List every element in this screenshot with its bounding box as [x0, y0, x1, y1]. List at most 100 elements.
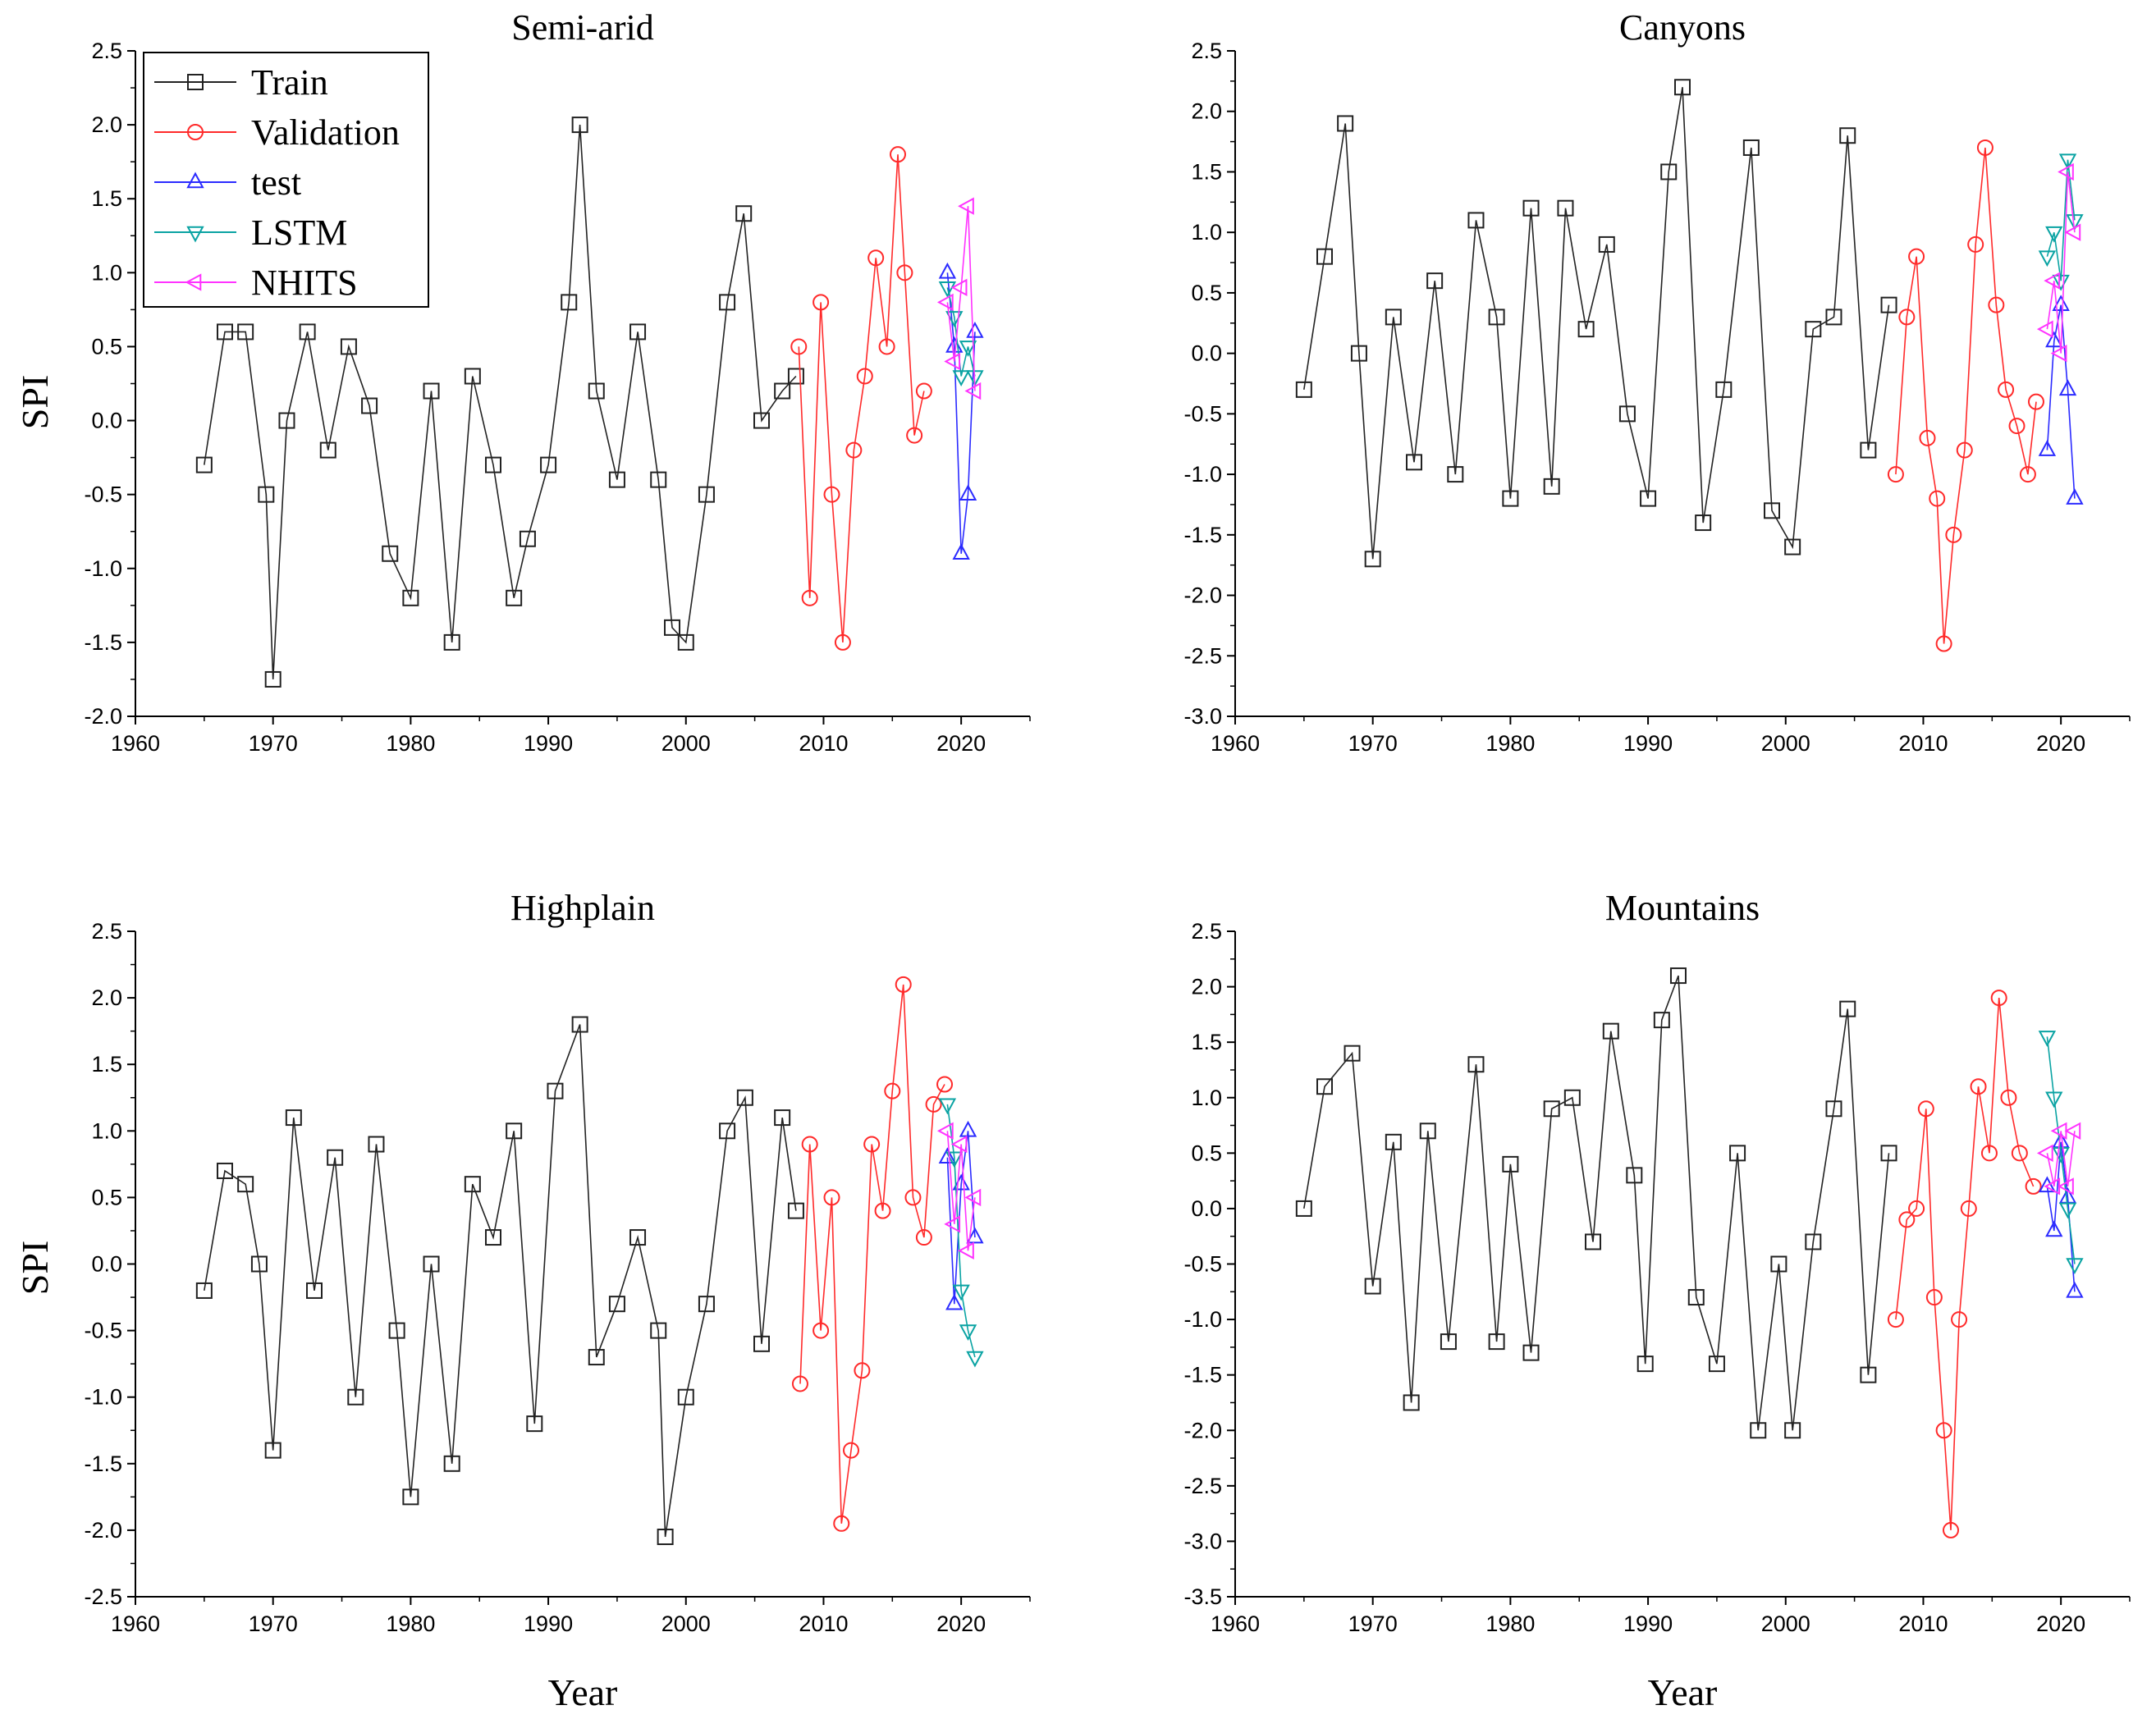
data-point-train: [1343, 1045, 1361, 1062]
data-point-train: [698, 486, 715, 503]
data-point-train: [540, 456, 557, 473]
x-tick-label: 2000: [661, 1612, 711, 1636]
data-point-train: [1522, 199, 1540, 217]
data-point-train: [423, 382, 440, 400]
data-point-train: [1502, 490, 1519, 507]
data-point-train: [1502, 1155, 1519, 1173]
y-tick-label: 0.0: [91, 409, 122, 433]
data-point-lstm: [2045, 1091, 2063, 1109]
data-point-validation: [1998, 381, 2015, 398]
y-tick-label: -3.5: [1183, 1584, 1222, 1609]
data-point-validation: [878, 338, 895, 355]
data-point-test: [2066, 1281, 2084, 1298]
data-point-train: [464, 368, 481, 385]
data-point-train: [664, 619, 680, 636]
xlabel-left: Year: [548, 1671, 618, 1713]
data-point-train: [1640, 490, 1657, 507]
x-tick-label: 2000: [1761, 731, 1810, 756]
data-point-train: [402, 589, 419, 606]
y-tick-label: -0.5: [84, 1319, 122, 1343]
data-point-validation: [1990, 990, 2007, 1007]
data-point-train: [519, 530, 536, 547]
data-point-validation: [2025, 1177, 2042, 1195]
series-line-lstm: [946, 1104, 976, 1358]
data-point-validation: [1898, 309, 1916, 326]
series-lstm: [2038, 153, 2084, 291]
data-point-train: [571, 1016, 588, 1033]
data-point-train: [1488, 1333, 1505, 1351]
x-tick-label: 1970: [249, 731, 298, 756]
y-tick-label: -1.5: [1183, 523, 1222, 547]
data-point-lstm: [2038, 1031, 2057, 1047]
data-point-train: [774, 382, 791, 400]
x-tick-label: 1990: [1623, 1612, 1673, 1636]
data-point-test: [2052, 295, 2070, 311]
data-point-validation: [1919, 429, 1936, 446]
data-point-lstm: [2052, 1147, 2070, 1164]
y-tick-label: 0.0: [91, 1252, 122, 1277]
data-point-validation: [863, 1136, 881, 1153]
data-point-train: [1839, 1000, 1856, 1017]
data-point-train: [608, 1296, 625, 1313]
data-point-train: [719, 294, 736, 311]
data-point-validation: [2019, 466, 2036, 483]
data-point-validation: [1960, 1200, 1977, 1217]
y-tick-label: -1.0: [1183, 1307, 1222, 1332]
data-point-test: [959, 1120, 977, 1137]
data-point-train: [299, 323, 316, 341]
data-point-train: [361, 397, 378, 414]
data-point-train: [485, 1229, 501, 1246]
data-point-lstm: [2058, 153, 2077, 171]
data-point-train: [1364, 551, 1381, 568]
series-line-lstm: [2046, 159, 2076, 281]
data-point-validation: [915, 382, 932, 400]
data-point-train: [1419, 1122, 1436, 1140]
data-point-train: [368, 1136, 385, 1153]
data-point-train: [698, 1296, 715, 1313]
x-tick-label: 2010: [1898, 731, 1948, 756]
series-lstm: [2038, 1031, 2084, 1274]
data-point-validation: [1976, 139, 1993, 156]
y-tick-label: 2.0: [91, 112, 122, 137]
data-point-train: [319, 441, 336, 459]
data-point-train: [195, 1282, 213, 1299]
y-tick-label: -0.5: [84, 482, 122, 507]
data-point-validation: [915, 1229, 932, 1246]
data-point-nhits: [944, 1215, 961, 1233]
data-point-train: [1618, 405, 1636, 423]
series-train: [1295, 967, 1897, 1439]
x-tick-label: 1960: [111, 1612, 160, 1636]
y-tick-label: -3.0: [1183, 704, 1222, 729]
x-tick-label: 1990: [1623, 731, 1673, 756]
data-point-validation: [823, 486, 840, 503]
data-point-test: [952, 543, 970, 560]
x-tick-label: 1980: [386, 731, 435, 756]
data-point-train: [237, 1176, 254, 1193]
panel-semi-arid: Semi-arid 2.5 2.0 1.5 1.0 0.5 0.0 -0.5 -1.0 -1.5 -…: [84, 7, 1031, 756]
data-point-train: [629, 323, 647, 341]
data-point-lstm: [2038, 250, 2057, 267]
data-point-train: [1350, 345, 1367, 362]
y-tick-label: -1.5: [84, 1452, 122, 1476]
data-point-train: [1742, 139, 1760, 156]
data-point-lstm: [2058, 1202, 2077, 1219]
y-tick-label: -3.0: [1183, 1529, 1222, 1553]
data-point-validation: [1951, 1311, 1968, 1328]
data-point-train: [506, 589, 523, 606]
data-point-train: [1669, 967, 1687, 985]
series-train: [195, 117, 804, 688]
y-tick-label: 0.0: [1191, 341, 1222, 366]
y-tick-label: 0.5: [91, 334, 122, 359]
y-tick-label: -1.0: [84, 1385, 122, 1410]
data-point-validation: [1887, 1311, 1904, 1328]
data-point-test: [2058, 379, 2077, 396]
data-point-test: [2038, 440, 2057, 456]
x-tick-label: 2000: [1761, 1612, 1810, 1636]
data-point-train: [787, 1202, 804, 1219]
data-point-test: [938, 1147, 957, 1164]
series-line-train: [204, 1024, 797, 1538]
data-point-validation: [790, 338, 808, 355]
data-point-validation: [2000, 1089, 2017, 1106]
data-point-train: [1784, 538, 1801, 555]
data-point-test: [2038, 1176, 2057, 1193]
